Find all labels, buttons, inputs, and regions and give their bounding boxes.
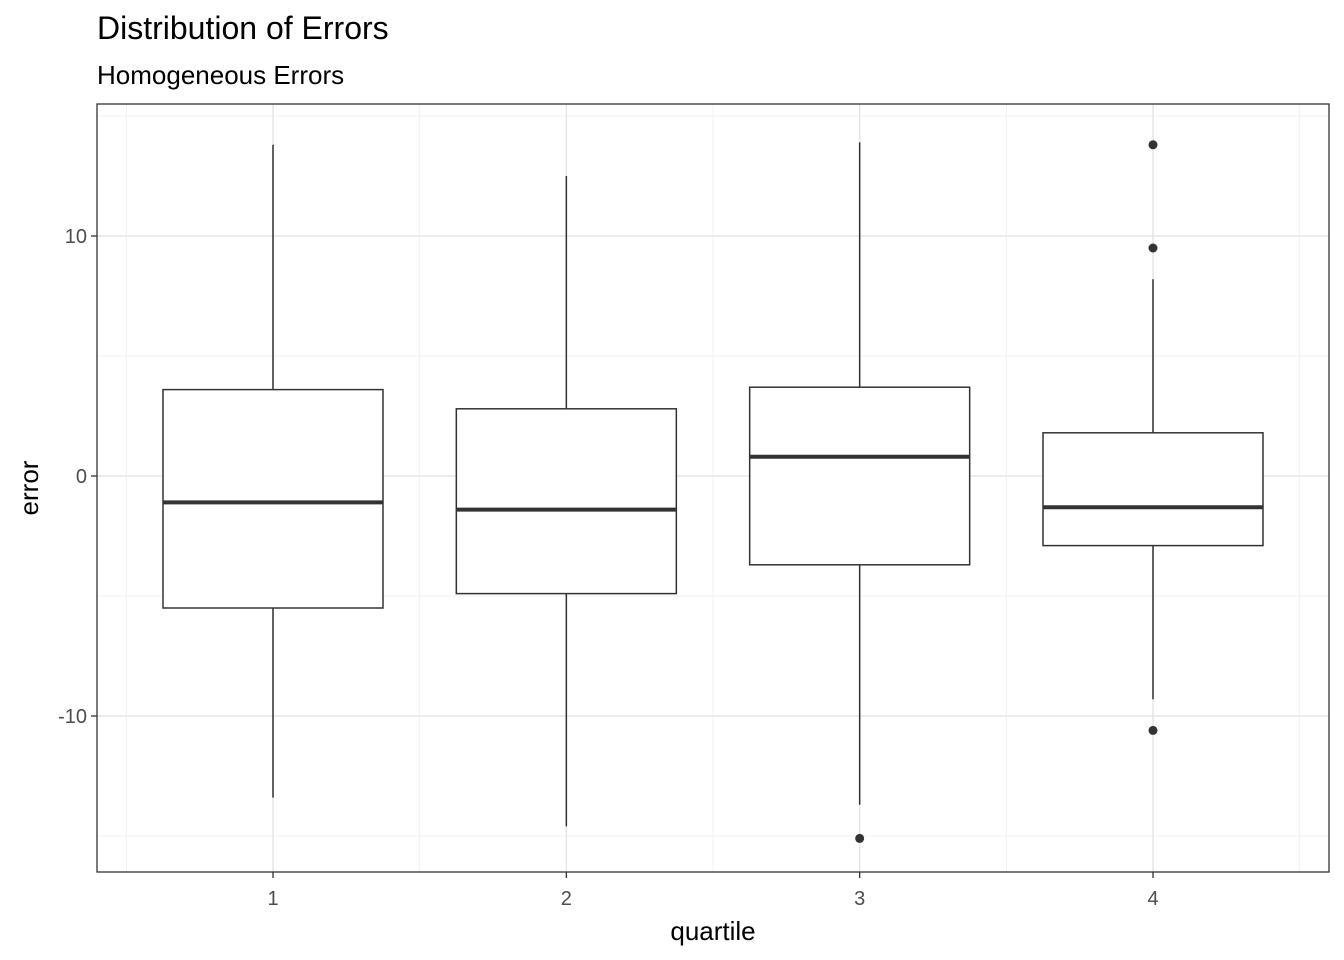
x-tick-label: 1: [267, 888, 278, 910]
boxes: [162, 140, 1264, 843]
chart-title: Distribution of Errors: [97, 10, 389, 46]
box-2: [455, 176, 678, 827]
box-iqr: [748, 386, 971, 566]
x-axis-title: quartile: [670, 916, 755, 946]
y-tick-label: -10: [58, 706, 87, 728]
outlier-point: [1148, 140, 1158, 150]
outlier-point: [1148, 243, 1158, 253]
box-3: [748, 142, 971, 843]
y-axis-title: error: [14, 460, 44, 515]
outlier-point: [1148, 725, 1158, 735]
y-tick-label: 0: [76, 466, 87, 488]
panel-border: [96, 103, 1330, 873]
x-tick-label: 3: [854, 888, 865, 910]
x-tick-label: 4: [1147, 888, 1158, 910]
box-iqr: [162, 388, 384, 609]
x-tick-label: 2: [561, 888, 572, 910]
box-iqr: [1042, 432, 1264, 547]
box-4: [1042, 140, 1264, 735]
chart-subtitle: Homogeneous Errors: [97, 60, 345, 90]
y-tick-label: 10: [65, 226, 87, 248]
box-iqr: [455, 408, 678, 595]
box-1: [162, 144, 384, 798]
outlier-point: [855, 833, 865, 843]
axes: -10 0 10 1 2 3 4: [58, 226, 1158, 910]
